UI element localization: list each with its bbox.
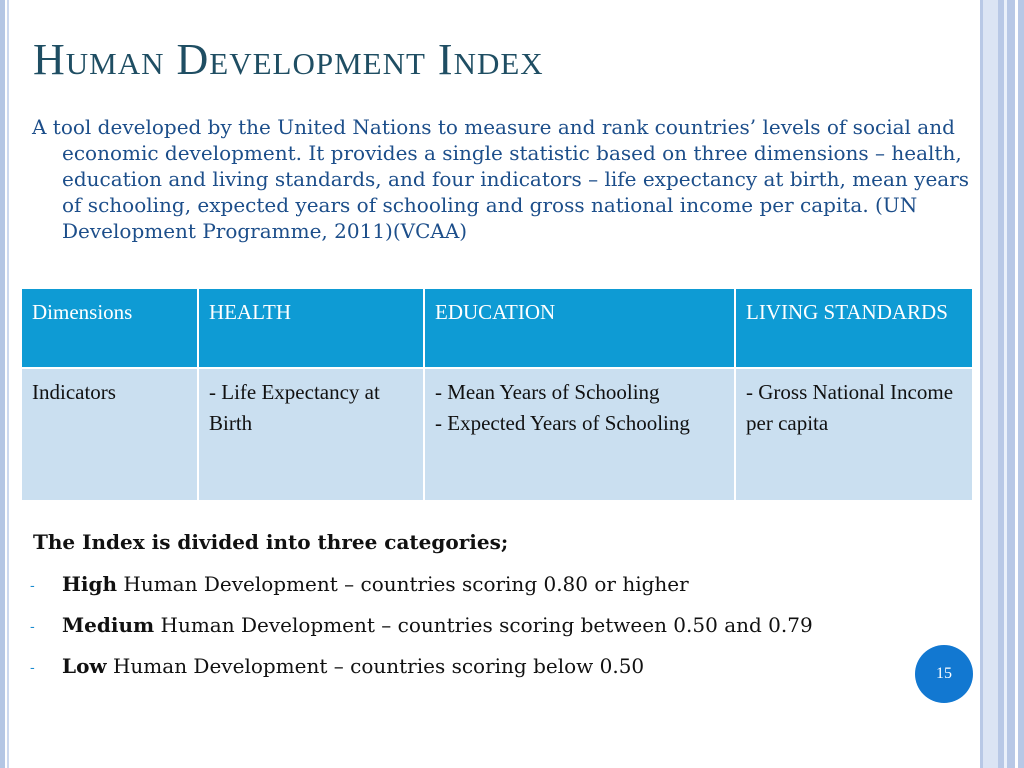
table-cell-indicators-label: Indicators bbox=[20, 367, 199, 502]
category-description: Human Development – countries scoring 0.… bbox=[117, 572, 689, 596]
table-header-row: Dimensions HEALTH EDUCATION LIVING STAND… bbox=[20, 287, 974, 369]
category-description: Human Development – countries scoring be… bbox=[154, 613, 813, 637]
table-cell-health: - Life Expectancy at Birth bbox=[197, 367, 425, 502]
table-cell-living-standards: - Gross National Income per capita bbox=[734, 367, 974, 502]
dimensions-table: Dimensions HEALTH EDUCATION LIVING STAND… bbox=[20, 287, 974, 502]
slide-number-badge: 15 bbox=[915, 645, 973, 703]
bullet-dash-icon: - bbox=[30, 660, 35, 676]
category-name: High bbox=[62, 572, 118, 596]
education-indicator-mean: - Mean Years of Schooling bbox=[435, 380, 660, 404]
category-name: Low bbox=[62, 654, 107, 678]
category-text: Medium Human Development – countries sco… bbox=[62, 611, 813, 639]
table-header-education: EDUCATION bbox=[423, 287, 736, 369]
slide-title: Human Development Index bbox=[33, 35, 544, 84]
category-text: Low Human Development – countries scorin… bbox=[62, 652, 644, 680]
category-description: Human Development – countries scoring be… bbox=[106, 654, 645, 678]
right-frame-border bbox=[978, 0, 1024, 768]
education-indicator-expected: - Expected Years of Schooling bbox=[435, 411, 690, 435]
left-frame-border bbox=[0, 0, 9, 768]
categories-heading: The Index is divided into three categori… bbox=[33, 530, 509, 554]
table-cell-education: - Mean Years of Schooling - Expected Yea… bbox=[423, 367, 736, 502]
table-row: Indicators - Life Expectancy at Birth - … bbox=[20, 367, 974, 502]
category-name: Medium bbox=[62, 613, 155, 637]
bullet-dash-icon: - bbox=[30, 578, 35, 594]
table-header-health: HEALTH bbox=[197, 287, 425, 369]
table-header-dimensions: Dimensions bbox=[20, 287, 199, 369]
slide-number: 15 bbox=[936, 665, 952, 682]
category-text: High Human Development – countries scori… bbox=[62, 570, 689, 598]
intro-paragraph: A tool developed by the United Nations t… bbox=[32, 115, 970, 243]
bullet-dash-icon: - bbox=[30, 619, 35, 635]
table-header-living-standards: LIVING STANDARDS bbox=[734, 287, 974, 369]
